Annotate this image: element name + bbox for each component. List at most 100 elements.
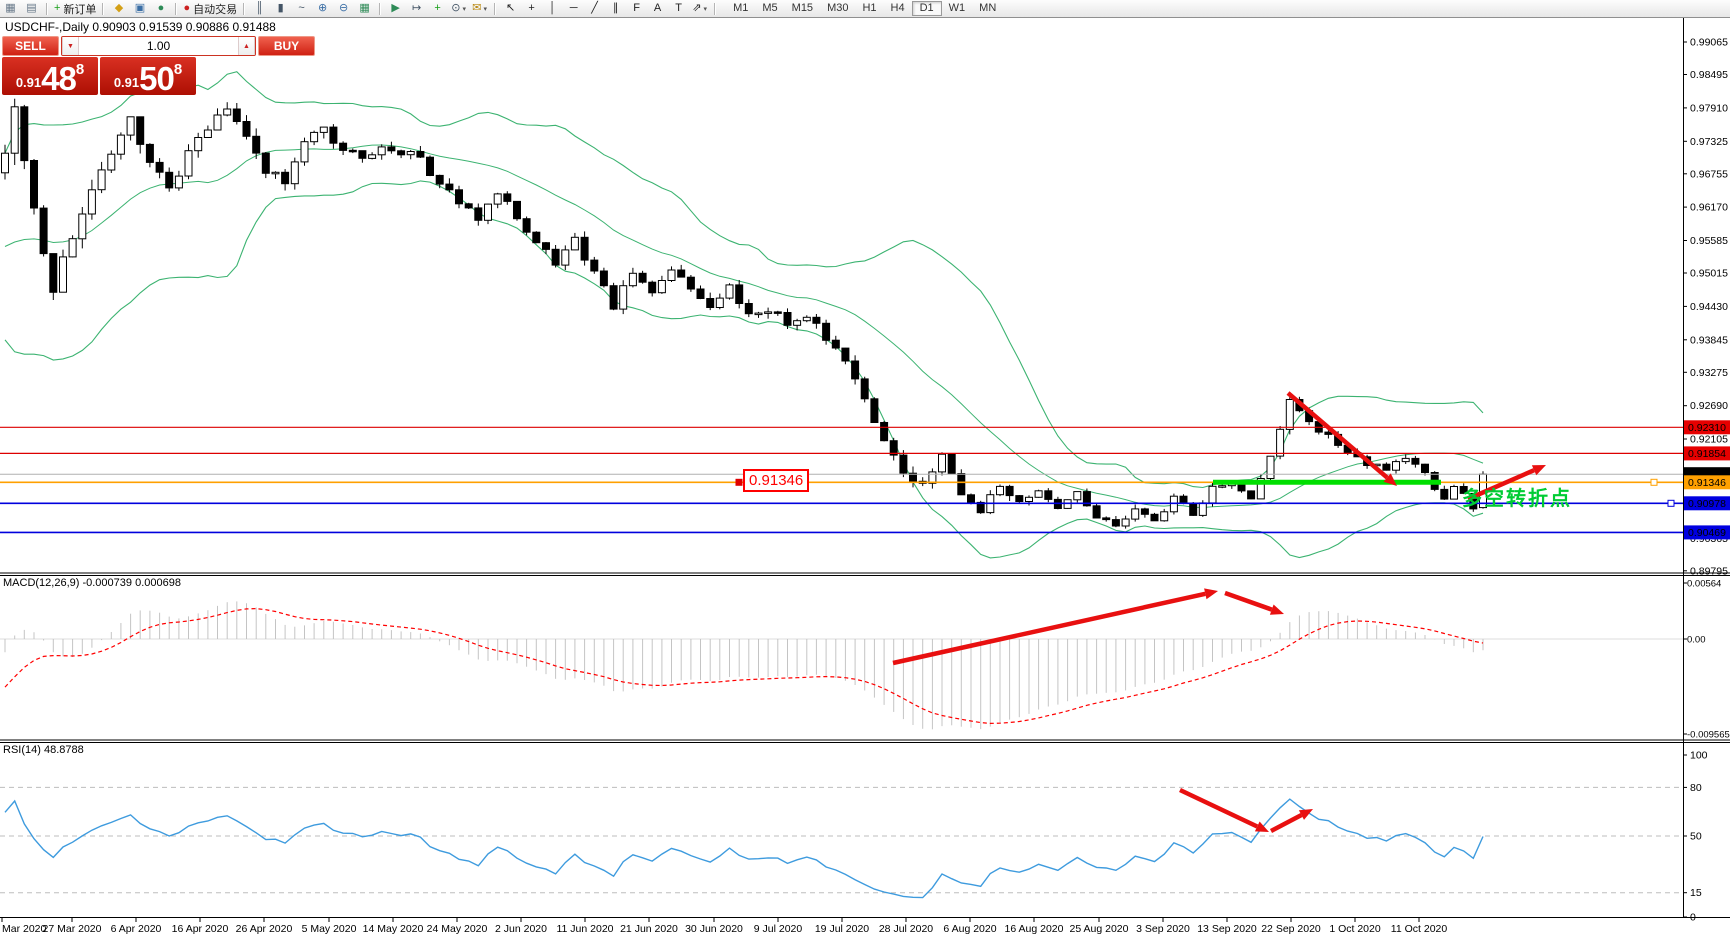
candlestick-chart-button[interactable]: ▮	[270, 1, 291, 16]
one-click-trading-panel: SELL ▼ ▲ BUY 0.91 48 8 0.91 50 8	[2, 36, 315, 95]
fibonacci-button[interactable]: F	[626, 1, 647, 16]
price-tick-label: 0.97910	[1690, 102, 1728, 114]
market-watch-button[interactable]: ◆	[108, 1, 129, 16]
date-label: 3 Sep 2020	[1136, 923, 1190, 935]
candles	[1, 98, 1487, 529]
chart-shift-button[interactable]: ↦	[406, 1, 427, 16]
volume-input[interactable]	[79, 37, 238, 55]
sell-price-display[interactable]: 0.91 48 8	[2, 57, 98, 95]
trendline-button[interactable]: ╱	[584, 1, 605, 16]
toolbar-buttons: ▦ ▤ + 新订单 ◆ ▣ ● ● 自动交易 ║ ▮ ~ ⊕ ⊖ ▦ ▶ ↦ + ⊙ ▾ ✉ ▾ ↖ + │ ─ ╱ ∥ F A T ⇗ ▾	[0, 0, 710, 17]
date-label: 11 Jun 2020	[556, 923, 613, 935]
toolbar-separator	[102, 2, 105, 15]
timeframe-d1-button[interactable]: D1	[911, 1, 942, 16]
text-button[interactable]: A	[647, 1, 668, 16]
profiles-button[interactable]: ▤	[21, 1, 42, 16]
zoom-out-button[interactable]: ⊖	[333, 1, 354, 16]
autotrading-button[interactable]: ● 自动交易	[181, 1, 239, 16]
price-tick-label: 0.98495	[1690, 69, 1728, 81]
price-flag-0.90978: 0.90978	[1684, 496, 1730, 511]
volume-increase-button[interactable]: ▲	[238, 37, 255, 55]
line-chart-button[interactable]: ~	[291, 1, 312, 16]
caret-down-icon: ▾	[462, 5, 466, 13]
timeframe-m5-button[interactable]: M5	[762, 2, 778, 14]
object-handle[interactable]	[735, 478, 743, 486]
text-label-button[interactable]: T	[668, 1, 689, 16]
zoom-in-icon: ⊕	[317, 2, 328, 14]
new-order-button[interactable]: + 新订单	[52, 1, 98, 16]
zoom-in-button[interactable]: ⊕	[312, 1, 333, 16]
new-chart-button[interactable]: ▦	[0, 1, 21, 16]
timeframe-m15-button[interactable]: M15	[791, 2, 814, 14]
data-window-button[interactable]: ▣	[129, 1, 150, 16]
bollinger-upper-band	[4, 71, 1484, 489]
tile-windows-button[interactable]: ▦	[354, 1, 375, 16]
buy-button[interactable]: BUY	[258, 36, 315, 56]
price-tick-label: 0.89795	[1690, 565, 1728, 577]
timeframe-m30-button[interactable]: M30	[827, 2, 849, 14]
arrows-button[interactable]: ⇗ ▾	[689, 1, 710, 16]
navigator-button[interactable]: ●	[150, 1, 171, 16]
equidistant-channel-button[interactable]: ∥	[605, 1, 626, 16]
timeframe-w1-button[interactable]: W1	[948, 2, 966, 14]
auto-scroll-button[interactable]: ▶	[385, 1, 406, 16]
bar-chart-button[interactable]: ║	[249, 1, 270, 16]
cursor-icon: ↖	[505, 2, 516, 14]
equidistant-channel-icon: ∥	[612, 2, 619, 14]
date-label: 28 Jul 2020	[879, 923, 933, 935]
volume-decrease-button[interactable]: ▼	[62, 37, 79, 55]
trendline-icon: ╱	[591, 2, 598, 14]
timeframe-h1-button[interactable]: H1	[862, 2, 877, 14]
main-upturn-arrow[interactable]	[1467, 465, 1546, 502]
horizontal-line-button[interactable]: ─	[563, 1, 584, 16]
crosshair-button[interactable]: +	[521, 1, 542, 16]
timeframe-bar: M1 M5 M15 M30 H1 H4 D1 W1 MN	[726, 1, 1003, 16]
price-flag-0.91854: 0.91854	[1684, 446, 1730, 461]
object-handle[interactable]	[1667, 499, 1675, 507]
date-label: 6 Aug 2020	[943, 923, 996, 935]
timeframe-h4-button[interactable]: H4	[890, 2, 905, 14]
templates-button[interactable]: ✉ ▾	[469, 1, 490, 16]
date-label: 19 Jul 2020	[815, 923, 869, 935]
date-label: 16 Apr 2020	[172, 923, 229, 935]
toolbar-separator	[175, 2, 178, 15]
toolbar-separator	[243, 2, 246, 15]
macd-axis-label: 0.00564	[1687, 579, 1721, 590]
vertical-line-button[interactable]: │	[542, 1, 563, 16]
date-label: 26 Apr 2020	[236, 923, 293, 935]
bollinger-lower-band	[4, 180, 1484, 559]
object-handle[interactable]	[1650, 478, 1658, 486]
timeframe-m1-button[interactable]: M1	[733, 2, 749, 14]
svg-text:0.92310: 0.92310	[1688, 422, 1726, 434]
fibonacci-icon: F	[633, 2, 640, 14]
sell-button[interactable]: SELL	[2, 36, 59, 56]
cursor-button[interactable]: ↖	[500, 1, 521, 16]
rsi-axis-label: 0	[1690, 912, 1696, 924]
timeframe-mn-button[interactable]: MN	[979, 2, 997, 14]
indicators-button[interactable]: +	[427, 1, 448, 16]
pivot-price-label[interactable]: 0.91346	[743, 469, 810, 492]
rsi-axis-label: 50	[1690, 831, 1702, 843]
chart-symbol-title: USDCHF-,Daily 0.90903 0.91539 0.90886 0.…	[5, 20, 276, 34]
date-label: 16 Aug 2020	[1005, 923, 1064, 935]
svg-text:0.91854: 0.91854	[1688, 448, 1726, 460]
zoom-out-icon: ⊖	[338, 2, 349, 14]
date-label: 11 Oct 2020	[1391, 923, 1448, 935]
main-downtrend-arrow[interactable]	[1286, 391, 1397, 486]
date-label: 13 Sep 2020	[1197, 923, 1257, 935]
macd-axis-label: 0.00	[1687, 635, 1706, 646]
rsi-upturn-arrow[interactable]	[1269, 809, 1313, 833]
price-tick-label: 0.92690	[1690, 400, 1728, 412]
macd-downturn-arrow[interactable]	[1224, 590, 1284, 615]
new-order-button-label: 新订单	[63, 3, 97, 16]
date-label: 24 May 2020	[427, 923, 488, 935]
rsi-downtrend-arrow[interactable]	[1179, 787, 1269, 832]
buy-price-display[interactable]: 0.91 50 8	[100, 57, 196, 95]
price-tick-label: 0.95015	[1690, 268, 1728, 280]
periods-button[interactable]: ⊙ ▾	[448, 1, 469, 16]
cn-annotation-text[interactable]: 多空转折点	[1462, 488, 1572, 510]
chart-shift-icon: ↦	[411, 2, 422, 14]
profiles-icon: ▤	[26, 2, 37, 14]
horizontal-line-icon: ─	[569, 2, 578, 14]
macd-uptrend-arrow[interactable]	[892, 588, 1218, 666]
